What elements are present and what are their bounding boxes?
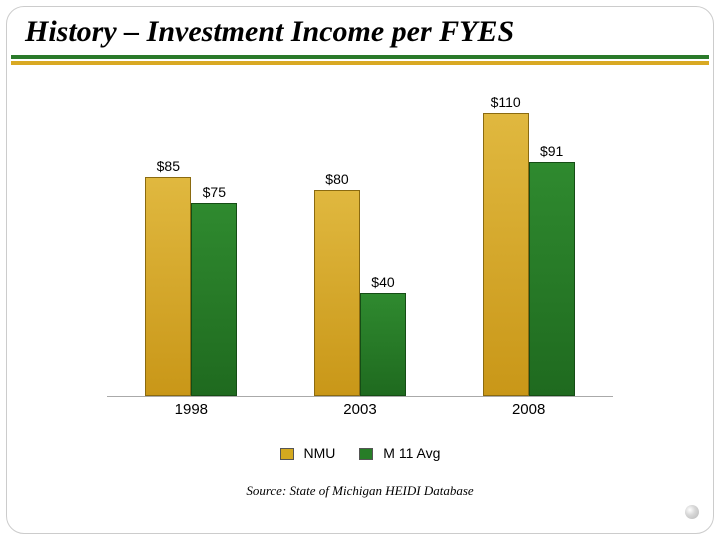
bar-m11: $40 — [360, 293, 406, 396]
bar-group: $110$91 — [483, 113, 575, 396]
x-tick-label: 2008 — [512, 401, 545, 423]
value-label: $91 — [530, 143, 574, 159]
bar-group: $80$40 — [314, 190, 406, 396]
bar-plot: $85$75$80$40$110$91 — [107, 87, 613, 397]
title-rules — [7, 55, 713, 65]
bar-m11: $75 — [191, 203, 237, 396]
corner-ornament — [685, 505, 699, 519]
legend-swatch-nmu — [280, 448, 294, 460]
slide-frame: History – Investment Income per FYES $85… — [6, 6, 714, 534]
value-label: $80 — [315, 171, 359, 187]
bar-nmu: $80 — [314, 190, 360, 396]
bar-group: $85$75 — [145, 177, 237, 396]
x-axis-labels: 1998 2003 2008 — [107, 401, 613, 423]
value-label: $75 — [192, 184, 236, 200]
rule-green — [11, 55, 709, 59]
bar-nmu: $85 — [145, 177, 191, 396]
x-tick-label: 2003 — [343, 401, 376, 423]
value-label: $110 — [484, 94, 528, 110]
value-label: $85 — [146, 158, 190, 174]
legend-item-nmu: NMU — [280, 445, 336, 461]
bar-m11: $91 — [529, 162, 575, 396]
source-note: Source: State of Michigan HEIDI Database — [7, 483, 713, 499]
value-label: $40 — [361, 274, 405, 290]
bar-nmu: $110 — [483, 113, 529, 396]
legend-label-nmu: NMU — [304, 445, 336, 461]
legend-label-m11: M 11 Avg — [383, 445, 440, 461]
legend-swatch-m11 — [359, 448, 373, 460]
legend: NMU M 11 Avg — [7, 445, 713, 461]
x-tick-label: 1998 — [175, 401, 208, 423]
chart-area: $85$75$80$40$110$91 199820032008 — [87, 87, 633, 423]
rule-gold — [11, 61, 709, 65]
legend-item-m11: M 11 Avg — [359, 445, 440, 461]
page-title: History – Investment Income per FYES — [7, 7, 713, 55]
